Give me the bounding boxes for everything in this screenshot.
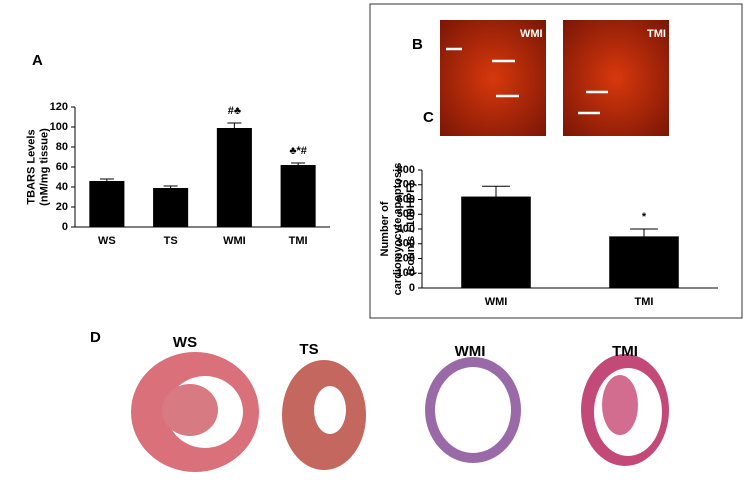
y-tick-label: 500 (397, 208, 415, 220)
y-tick-label: 100 (397, 267, 415, 279)
annotation: * (642, 211, 647, 223)
y-axis-title: (nM/mg tissue) (38, 128, 50, 206)
y-tick-label: 20 (56, 201, 68, 213)
x-tick-label: TS (164, 235, 178, 247)
y-tick-label: 800 (397, 164, 415, 176)
y-axis-title: cardiomyocyte apoptosis (392, 163, 404, 296)
heart-section: TS (282, 341, 366, 470)
y-tick-label: 700 (397, 179, 415, 191)
annotation: ♣*# (289, 145, 307, 157)
y-tick-label: 40 (56, 181, 68, 193)
y-axis-title: TBARS Levels (25, 129, 37, 204)
y-tick-label: 0 (409, 282, 415, 294)
y-tick-label: 100 (50, 121, 68, 133)
panel-label: D (90, 329, 101, 346)
annotation: #♣ (228, 105, 241, 117)
micrograph: TMI (563, 20, 669, 136)
panel-label: A (32, 52, 43, 69)
y-tick-label: 60 (56, 161, 68, 173)
x-tick-label: TMI (635, 296, 654, 308)
heart-section: WMI (425, 343, 521, 463)
y-tick-label: 300 (397, 238, 415, 250)
micrograph-label: TMI (647, 28, 666, 40)
micrograph-label: WMI (520, 28, 543, 40)
x-tick-label: WMI (485, 296, 508, 308)
x-tick-label: WS (98, 235, 116, 247)
y-axis-title: (counts / 100HPF) (405, 182, 417, 275)
panel-label: B (412, 36, 423, 53)
y-tick-label: 120 (50, 101, 68, 113)
y-tick-label: 600 (397, 193, 415, 205)
bar (153, 188, 189, 227)
bar (461, 196, 531, 288)
y-tick-label: 80 (56, 141, 68, 153)
heart-label: WS (173, 334, 197, 351)
bar (89, 181, 125, 227)
x-tick-label: TMI (289, 235, 308, 247)
heart-label: WMI (455, 343, 486, 360)
heart-section: TMI (581, 343, 669, 466)
y-tick-label: 400 (397, 223, 415, 235)
panel-frame (369, 3, 743, 319)
heart-section: WS (131, 334, 259, 472)
y-axis-title: Number of (379, 201, 391, 256)
micrograph: WMI (440, 20, 546, 136)
bar (280, 165, 316, 227)
bar (609, 236, 679, 288)
bar (216, 128, 252, 227)
panel-label: C (423, 109, 434, 126)
heart-label: TS (299, 341, 318, 358)
heart-label: TMI (612, 343, 638, 360)
x-tick-label: WMI (223, 235, 246, 247)
y-tick-label: 200 (397, 252, 415, 264)
y-tick-label: 0 (62, 221, 68, 233)
